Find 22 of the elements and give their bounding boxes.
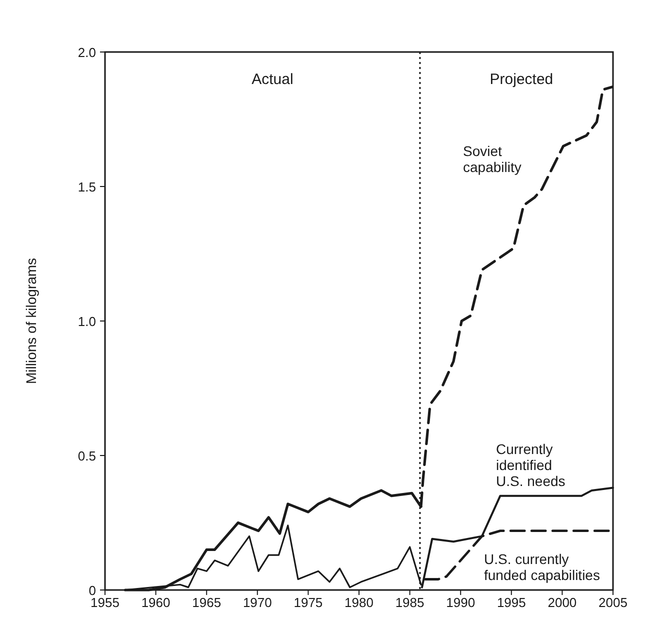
y-tick-label: 2.0 (78, 45, 96, 60)
y-axis-title: Millions of kilograms (23, 258, 39, 384)
annotation: Actual (252, 71, 294, 88)
x-tick-label: 1985 (395, 595, 424, 610)
x-tick-label: 1955 (90, 595, 120, 610)
annotation: Projected (490, 71, 554, 88)
x-tick-label: 2000 (548, 595, 577, 610)
x-tick-label: 1990 (446, 595, 476, 610)
y-tick-label: 1.5 (78, 180, 96, 194)
series-label: U.S. currently funded capabilities (484, 551, 600, 583)
y-tick-label: 1.0 (78, 314, 96, 329)
x-tick-label: 1960 (141, 595, 170, 610)
x-tick-label: 1965 (192, 595, 222, 610)
y-tick-label: 0 (88, 583, 96, 598)
series-label: Currently identified U.S. needs (496, 441, 566, 489)
x-tick-label: 1980 (344, 595, 374, 610)
x-tick-label: 2005 (598, 595, 628, 610)
series-label: Soviet capability (463, 143, 522, 175)
x-tick-label: 1995 (496, 595, 526, 610)
x-tick-label: 1970 (242, 595, 272, 610)
x-tick-label: 1975 (294, 595, 323, 610)
y-tick-label: 0.5 (78, 448, 96, 464)
